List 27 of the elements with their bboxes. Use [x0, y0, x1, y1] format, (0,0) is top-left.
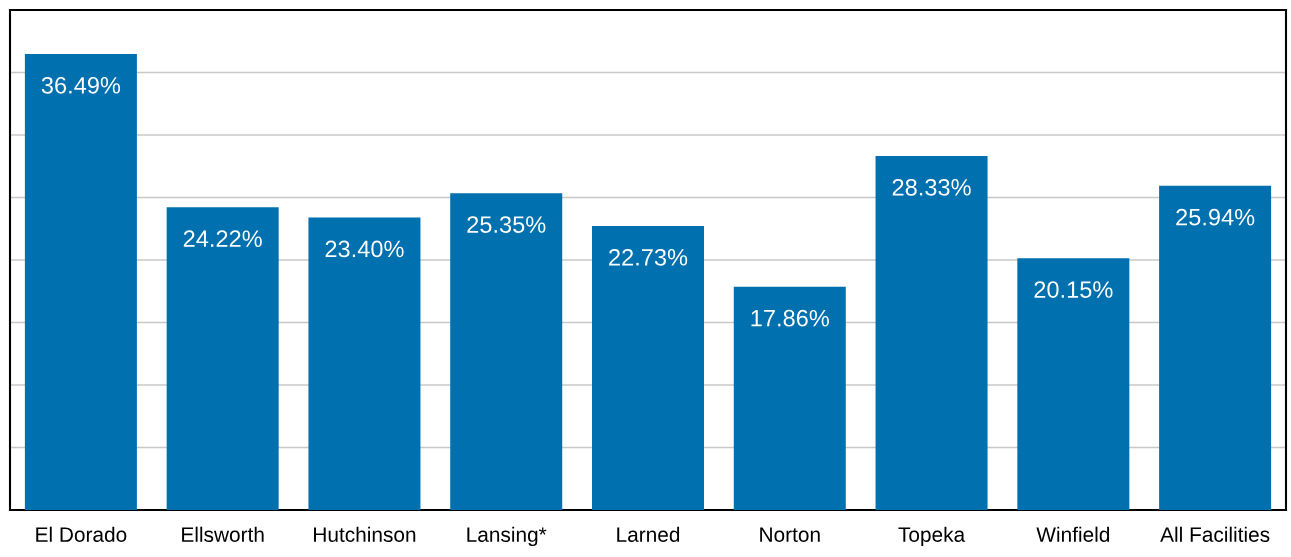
- x-tick-label: Ellsworth: [182, 526, 264, 542]
- x-tick-label: Lansing*: [467, 526, 547, 547]
- x-tick-label: Larned: [617, 526, 680, 542]
- data-label: 25.35%: [467, 216, 546, 233]
- data-label: 23.40%: [325, 240, 404, 258]
- data-label: 20.15%: [1034, 281, 1113, 298]
- data-label: 28.33%: [892, 178, 971, 196]
- x-tick-label: Norton: [760, 527, 820, 542]
- x-tick-label: Hutchinson: [314, 526, 416, 542]
- x-tick-label: Topeka: [898, 526, 966, 547]
- x-tick-label: El Dorado: [36, 526, 127, 542]
- x-tick-label: All Facilities: [1160, 526, 1270, 542]
- bar: [1159, 185, 1272, 510]
- bar: [308, 217, 421, 510]
- data-label: 24.22%: [183, 230, 262, 247]
- bar: [875, 155, 988, 510]
- bar: [1017, 258, 1130, 510]
- bar: [450, 193, 563, 510]
- data-label: 17.86%: [751, 309, 829, 327]
- bar: [733, 286, 846, 510]
- bar: [166, 207, 279, 510]
- bar: [24, 53, 137, 510]
- data-label: 36.49%: [41, 76, 121, 94]
- x-tick-label: Winfield: [1036, 526, 1110, 542]
- bar: [592, 225, 704, 510]
- data-label: 22.73%: [609, 248, 688, 266]
- data-label: 25.94%: [1176, 208, 1255, 226]
